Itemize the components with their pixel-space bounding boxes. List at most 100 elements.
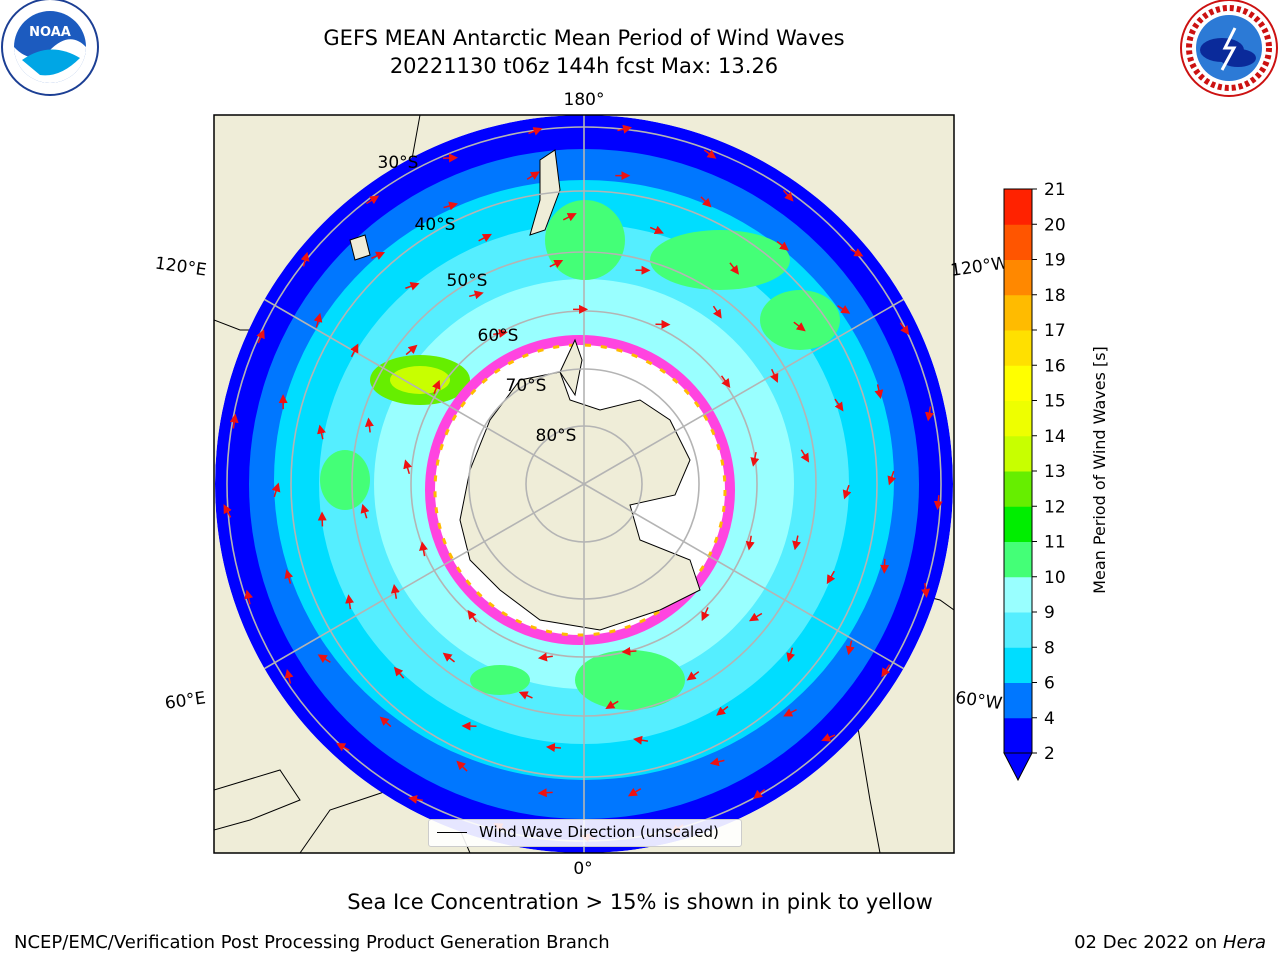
wind-arrow — [419, 541, 428, 557]
wind-arrow — [300, 251, 310, 267]
wave-patch — [760, 290, 840, 350]
wind-arrow — [405, 281, 420, 291]
tasmania-land — [349, 234, 371, 261]
wind-arrow — [364, 417, 374, 433]
wind-arrow — [633, 735, 649, 745]
wind-arrow — [432, 379, 441, 395]
wind-arrow — [371, 251, 386, 260]
wind-arrow — [478, 233, 492, 243]
legend: Wind Wave Direction (unscaled) — [428, 819, 742, 847]
new-zealand-land — [529, 149, 561, 236]
wave-patch — [545, 200, 625, 280]
colorbar-segment — [1004, 400, 1032, 437]
colorbar-tick-label: 6 — [1044, 674, 1055, 694]
lon-label-0: 0° — [573, 859, 592, 879]
colorbar-segment — [1004, 506, 1032, 542]
wind-arrow — [881, 664, 891, 678]
wind-arrow — [223, 504, 232, 518]
wind-arrow — [712, 305, 722, 319]
wind-arrow — [345, 594, 355, 610]
wind-arrow — [617, 124, 633, 134]
wind-arrow — [821, 733, 836, 742]
wind-arrow — [700, 196, 712, 208]
wind-arrow — [749, 612, 763, 622]
footer-branch: NCEP/EMC/Verification Post Processing Pr… — [14, 932, 610, 953]
wave-patch — [650, 230, 790, 290]
wind-arrow — [776, 240, 789, 251]
wind-arrow — [229, 413, 239, 429]
colorbar: 2 4 6 8 9 10 11 12 13 14 15 16 17 18 19 20 21 — [1003, 180, 1066, 782]
wind-arrow — [284, 668, 294, 684]
wind-arrow — [313, 312, 323, 328]
colorbar-segment — [1004, 224, 1032, 260]
wind-arrow — [933, 495, 943, 511]
caption: Sea Ice Concentration > 15% is shown in … — [347, 890, 933, 914]
wind-arrow — [745, 535, 755, 551]
wind-arrow — [849, 248, 864, 257]
wind-arrow — [336, 742, 350, 752]
antarctica-land — [459, 371, 701, 631]
wind-arrow — [537, 788, 553, 798]
wind-arrow — [649, 225, 664, 234]
wave-patch — [320, 450, 370, 510]
wind-arrow — [899, 322, 910, 335]
colorbar-segment — [1004, 471, 1032, 507]
footer-machine: Hera — [1222, 932, 1266, 953]
footer-date-text: 02 Dec 2022 on — [1074, 932, 1223, 953]
wind-arrow — [729, 262, 740, 275]
wind-arrow — [792, 535, 802, 551]
colorbar-segment — [1004, 330, 1032, 366]
madagascar-land — [214, 769, 301, 831]
wind-arrow — [379, 716, 392, 728]
lat-label-50s: 50°S — [447, 271, 488, 291]
colorbar-segment — [1004, 189, 1032, 225]
wind-arrow — [256, 329, 265, 344]
wind-arrow — [562, 213, 577, 222]
wind-arrow — [390, 583, 400, 599]
colorbar-segment — [1004, 576, 1032, 613]
wind-arrow — [770, 368, 779, 383]
wave-patch — [575, 650, 685, 710]
colorbar-segment — [1004, 647, 1032, 683]
wind-arrow — [408, 794, 423, 804]
colorbar-segment — [1004, 612, 1032, 648]
wind-arrow — [826, 570, 836, 585]
wind-arrow — [284, 569, 294, 584]
wind-arrow — [921, 582, 931, 598]
wind-arrow — [716, 705, 729, 716]
wind-arrow — [834, 398, 844, 412]
wind-arrow — [360, 503, 370, 519]
colorbar-tick-label: 9 — [1044, 603, 1055, 623]
noaa-logo: NOAA — [1, 0, 99, 96]
colorbar-tick-label: 18 — [1044, 286, 1066, 306]
legend-label: Wind Wave Direction (unscaled) — [479, 823, 719, 841]
sea-ice-edge-yellow — [433, 343, 727, 637]
wind-arrow — [605, 700, 619, 709]
wind-arrow — [753, 788, 766, 799]
colorbar-tick-label: 20 — [1044, 215, 1066, 235]
lat-label-70s: 70°S — [506, 376, 547, 396]
lat-label-40s: 40°S — [415, 215, 456, 235]
colorbar-tick-label: 16 — [1044, 356, 1066, 376]
wind-arrow — [786, 647, 795, 663]
colorbar-tick-label: 8 — [1044, 638, 1055, 658]
wind-wave-arrows — [223, 124, 943, 843]
colorbar-tick-label: 10 — [1044, 568, 1066, 588]
wind-arrow — [703, 149, 717, 159]
wind-arrow — [627, 787, 642, 797]
wind-arrow — [545, 743, 561, 753]
chart-subtitle: 20221130 t06z 144h fcst Max: 13.26 — [389, 54, 779, 78]
wave-patch — [470, 665, 530, 695]
colorbar-tick-label: 11 — [1044, 533, 1066, 553]
colorbar-tick-label: 17 — [1044, 321, 1066, 341]
lat-label-60s: 60°S — [478, 326, 519, 346]
wind-arrow — [393, 666, 405, 679]
wind-arrow — [271, 482, 281, 498]
lon-label-120e: 120°E — [154, 254, 208, 281]
wind-arrow — [403, 459, 412, 475]
noaa-logo-text: NOAA — [29, 25, 71, 40]
colorbar-segment — [1004, 541, 1032, 578]
antarctic-peninsula-land — [559, 338, 583, 397]
colorbar-label: Mean Period of Wind Waves [s] — [1090, 346, 1109, 594]
